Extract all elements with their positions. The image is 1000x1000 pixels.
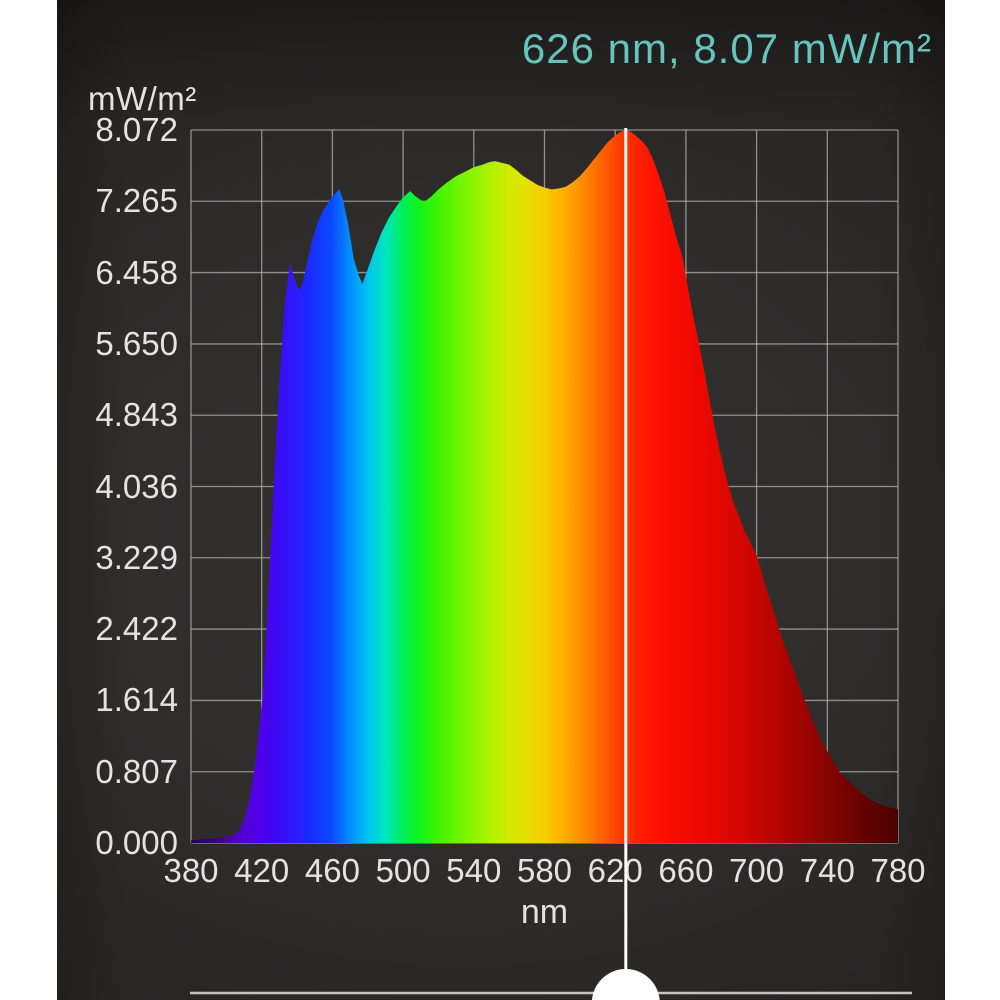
y-tick-label: 4.843 — [95, 396, 178, 434]
x-tick-label: 740 — [799, 852, 855, 889]
cursor-readout: 626 nm, 8.07 mW/m² — [521, 25, 932, 72]
x-tick-label: 540 — [446, 852, 502, 889]
y-tick-label: 6.458 — [95, 253, 178, 291]
y-tick-label: 4.036 — [95, 467, 178, 505]
y-tick-label: 1.614 — [95, 681, 178, 719]
y-tick-label: 8.072 — [95, 111, 178, 148]
y-axis-unit-label: mW/m² — [88, 80, 197, 117]
y-tick-label: 7.265 — [95, 182, 178, 220]
y-tick-label: 0.807 — [95, 752, 178, 790]
x-axis-unit-label: nm — [520, 893, 569, 931]
y-tick-label: 3.229 — [95, 538, 178, 576]
spectrometer-app-background — [57, 0, 945, 1000]
y-tick-label: 0.000 — [95, 824, 178, 861]
x-tick-label: 620 — [587, 852, 643, 889]
x-tick-label: 700 — [729, 852, 785, 889]
y-tick-label: 2.422 — [95, 610, 178, 648]
x-tick-label: 580 — [516, 852, 573, 889]
x-tick-label: 460 — [304, 852, 360, 889]
y-tick-label: 5.650 — [95, 324, 178, 362]
x-tick-label: 500 — [375, 852, 431, 889]
x-tick-label: 380 — [163, 852, 219, 889]
x-tick-label: 660 — [658, 852, 714, 889]
x-tick-label: 420 — [234, 852, 290, 889]
x-tick-label: 780 — [870, 852, 926, 889]
